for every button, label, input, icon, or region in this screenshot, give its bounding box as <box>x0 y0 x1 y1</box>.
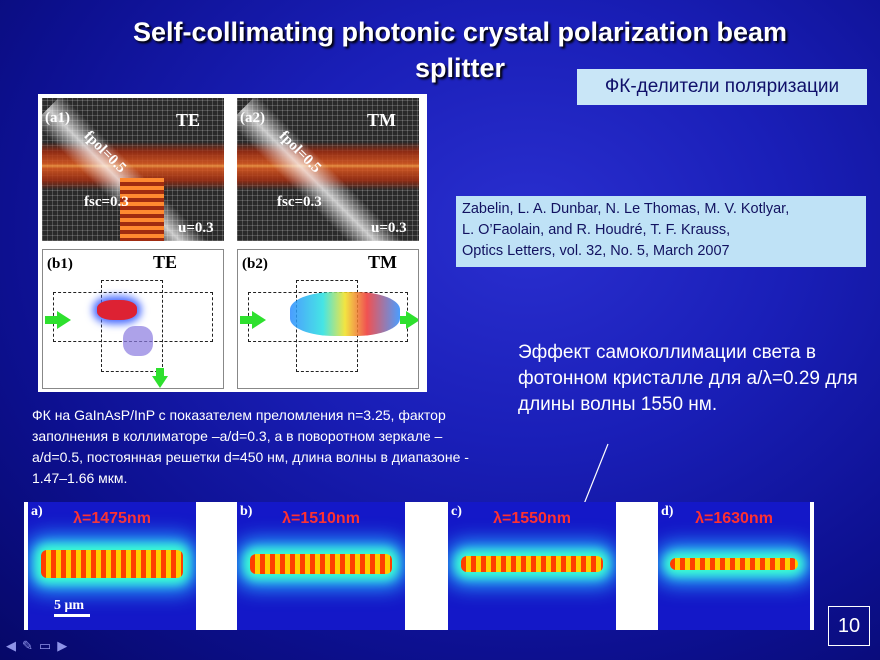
wavelength-panel-a-value: λ=1475nm <box>73 510 151 527</box>
beam-d <box>670 558 798 570</box>
wavelength-panel-d: d) λ=1630nm <box>658 502 810 630</box>
topic-tag: ФК-делители поляризации <box>577 69 867 105</box>
next-icon[interactable]: ▶ <box>57 638 74 653</box>
panel-a1-image: (a1) TE fpol=0.5 fsc=0.3 u=0.3 <box>42 98 224 241</box>
wavelength-panel-d-value: λ=1630nm <box>695 510 773 527</box>
wavelength-panel-a-label: a) <box>31 504 43 519</box>
panel-b1-mode: TE <box>153 252 178 272</box>
beam-b <box>250 554 392 574</box>
wavelength-panel-b-value: λ=1510nm <box>282 510 360 527</box>
scale-label: 5 μm <box>54 598 85 613</box>
citation-box: Zabelin, L. A. Dunbar, N. Le Thomas, M. … <box>456 196 866 267</box>
simulation-figure: (a1) TE fpol=0.5 fsc=0.3 u=0.3 (a2) TM f… <box>38 94 427 392</box>
panel-a1-mode: TE <box>176 110 201 130</box>
pen-icon[interactable]: ✎ <box>22 638 39 653</box>
slide-nav: ◀✎▭▶ <box>6 638 73 654</box>
menu-icon[interactable]: ▭ <box>38 638 58 653</box>
effect-text: Эффект самоколлимации света в фотонном к… <box>518 342 858 415</box>
panel-b1-field: (b1) TE <box>42 249 224 389</box>
panel-b2-label: (b2) <box>242 256 268 272</box>
wavelength-panel-c-value: λ=1550nm <box>493 510 571 527</box>
panel-a2-label: (a2) <box>240 110 265 126</box>
page-number: 10 <box>828 606 870 646</box>
scale-bar <box>54 614 90 617</box>
wavelength-panel-c-label: c) <box>451 504 462 519</box>
panel-a1-fsc: fsc=0.3 <box>84 194 129 210</box>
slide-title: Self-collimating photonic crystal polari… <box>40 14 880 86</box>
panel-b2-field: (b2) TM <box>237 249 419 389</box>
citation-line-1: Zabelin, L. A. Dunbar, N. Le Thomas, M. … <box>462 201 790 217</box>
wavelength-panel-a: a) λ=1475nm 5 μm <box>28 502 196 630</box>
wavelength-strip: a) λ=1475nm 5 μm b) λ=1510nm c) λ=1550nm… <box>24 502 814 630</box>
citation-line-2: L. O’Faolain, and R. Houdré, T. F. Kraus… <box>462 222 731 238</box>
panel-b2-mode: TM <box>368 252 397 272</box>
beam-c <box>461 556 603 572</box>
panel-a1-u: u=0.3 <box>178 220 214 236</box>
panel-b1-label: (b1) <box>47 256 73 272</box>
wavelength-panel-b: b) λ=1510nm <box>237 502 405 630</box>
crystal-description: ФК на GaInAsP/InP с показателем преломле… <box>32 407 469 486</box>
panel-a2-u: u=0.3 <box>371 220 407 236</box>
wavelength-panel-c: c) λ=1550nm <box>448 502 616 630</box>
panel-a2-image: (a2) TM fpol=0.5 fsc=0.3 u=0.3 <box>237 98 419 241</box>
title-line-1: Self-collimating photonic crystal polari… <box>132 17 788 47</box>
panel-a1-label: (a1) <box>45 110 70 126</box>
beam-a <box>41 550 183 578</box>
prev-icon[interactable]: ◀ <box>6 638 22 653</box>
title-line-2: splitter <box>414 53 506 83</box>
citation-line-3: Optics Letters, vol. 32, No. 5, March 20… <box>462 243 730 259</box>
wavelength-panel-b-label: b) <box>240 504 253 519</box>
wavelength-panel-d-label: d) <box>661 504 674 519</box>
panel-a2-fsc: fsc=0.3 <box>277 194 322 210</box>
panel-a2-mode: TM <box>367 110 396 130</box>
